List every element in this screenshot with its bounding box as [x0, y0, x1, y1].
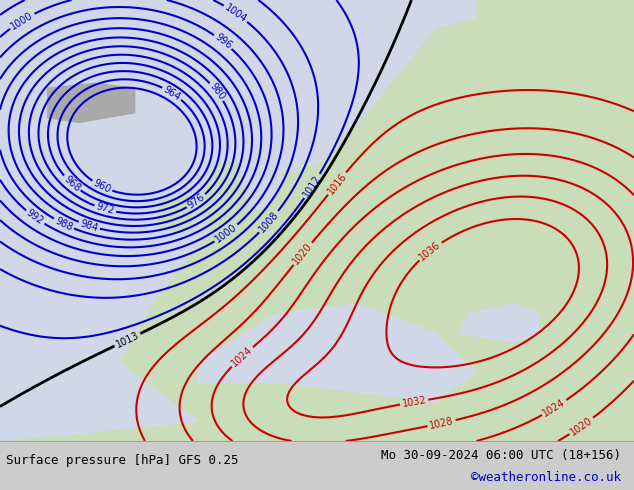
Text: 968: 968: [61, 173, 82, 194]
Polygon shape: [158, 196, 190, 230]
Text: 996: 996: [212, 32, 233, 51]
Polygon shape: [198, 162, 254, 245]
Text: 1024: 1024: [541, 397, 567, 418]
Polygon shape: [460, 304, 539, 343]
Text: 1012: 1012: [301, 173, 323, 199]
Text: ©weatheronline.co.uk: ©weatheronline.co.uk: [471, 471, 621, 484]
Text: 1036: 1036: [417, 240, 443, 263]
Text: 976: 976: [186, 192, 207, 211]
Text: Surface pressure [hPa] GFS 0.25: Surface pressure [hPa] GFS 0.25: [6, 454, 239, 467]
Text: 1020: 1020: [291, 241, 314, 267]
Text: 964: 964: [162, 84, 183, 102]
Text: 980: 980: [207, 81, 226, 102]
Text: 984: 984: [79, 218, 100, 233]
Text: 1000: 1000: [9, 10, 35, 31]
Text: 1028: 1028: [429, 416, 455, 431]
Text: 972: 972: [95, 202, 115, 217]
Polygon shape: [198, 304, 476, 402]
Text: 1032: 1032: [401, 395, 427, 409]
Text: 1000: 1000: [214, 222, 239, 245]
Text: 1013: 1013: [114, 330, 141, 349]
Text: 1004: 1004: [223, 2, 249, 25]
Text: 992: 992: [25, 208, 46, 227]
Text: 1020: 1020: [569, 415, 595, 438]
Text: Mo 30-09-2024 06:00 UTC (18+156): Mo 30-09-2024 06:00 UTC (18+156): [381, 449, 621, 462]
Text: 1024: 1024: [230, 345, 255, 369]
Text: 960: 960: [91, 178, 112, 195]
Polygon shape: [198, 0, 476, 196]
Polygon shape: [48, 83, 134, 122]
Text: 1016: 1016: [325, 171, 349, 196]
Text: 988: 988: [53, 215, 74, 232]
Polygon shape: [278, 20, 476, 186]
Polygon shape: [0, 0, 317, 441]
Text: 1008: 1008: [257, 210, 281, 235]
